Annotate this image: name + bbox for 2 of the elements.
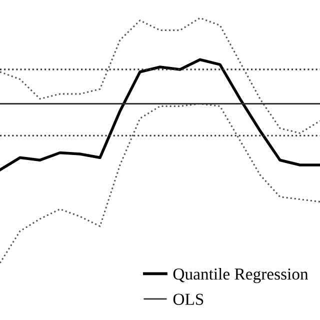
legend-label: Quantile Regression (173, 268, 308, 284)
legend-label: OLS (173, 294, 204, 305)
